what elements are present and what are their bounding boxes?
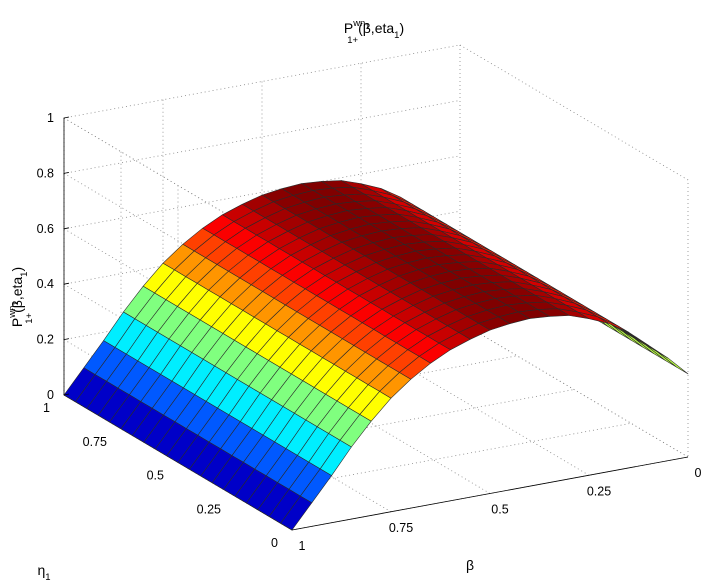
x-tick-label: 0 xyxy=(695,466,702,480)
x-tick-label: 0.75 xyxy=(389,521,413,535)
surface-patch xyxy=(597,316,629,333)
z-axis-label: Pwn11+(β,eta1) xyxy=(7,267,35,327)
z-tick-mark xyxy=(63,393,70,396)
y-tick-label: 0 xyxy=(271,536,278,550)
z-tick-label: 0 xyxy=(47,388,54,402)
z-tick-mark xyxy=(63,282,70,285)
x-axis-line xyxy=(291,456,689,531)
y-tick-label: 0.5 xyxy=(147,469,164,483)
grid-line xyxy=(459,321,689,458)
grid-line xyxy=(459,44,689,457)
z-tick-mark xyxy=(63,338,70,340)
x-tick-label: 1 xyxy=(299,539,306,553)
y-tick-label: 1 xyxy=(43,401,50,415)
x-tick-labels: 0 0.25 0.5 0.75 1 xyxy=(299,466,702,553)
z-tick-label: 0.4 xyxy=(37,277,54,291)
surface-patch xyxy=(656,351,689,375)
z-tick-mark xyxy=(63,116,70,119)
y-axis-label: η1 xyxy=(37,562,50,583)
z-tick-label: 0.8 xyxy=(37,166,54,180)
surface-mesh xyxy=(63,180,689,531)
x-tick-label: 0.5 xyxy=(491,503,508,517)
z-tick-labels: 0 0.2 0.4 0.6 0.8 1 xyxy=(37,111,70,402)
chart-title: Pwn1 1+(β,eta1) xyxy=(344,18,404,46)
z-tick-label: 0.6 xyxy=(37,222,54,236)
surface-patch xyxy=(280,495,313,531)
z-tick-label: 1 xyxy=(47,111,54,125)
y-tick-labels: 0 0.25 0.5 0.75 1 xyxy=(43,401,278,550)
y-tick-label: 0.75 xyxy=(83,435,107,449)
x-axis-label: β xyxy=(466,557,474,573)
z-tick-label: 0.2 xyxy=(37,333,54,347)
x-tick-label: 0.25 xyxy=(587,484,611,498)
z-tick-mark xyxy=(63,172,70,174)
y-tick-label: 0.25 xyxy=(197,502,221,516)
z-tick-mark xyxy=(63,227,70,230)
